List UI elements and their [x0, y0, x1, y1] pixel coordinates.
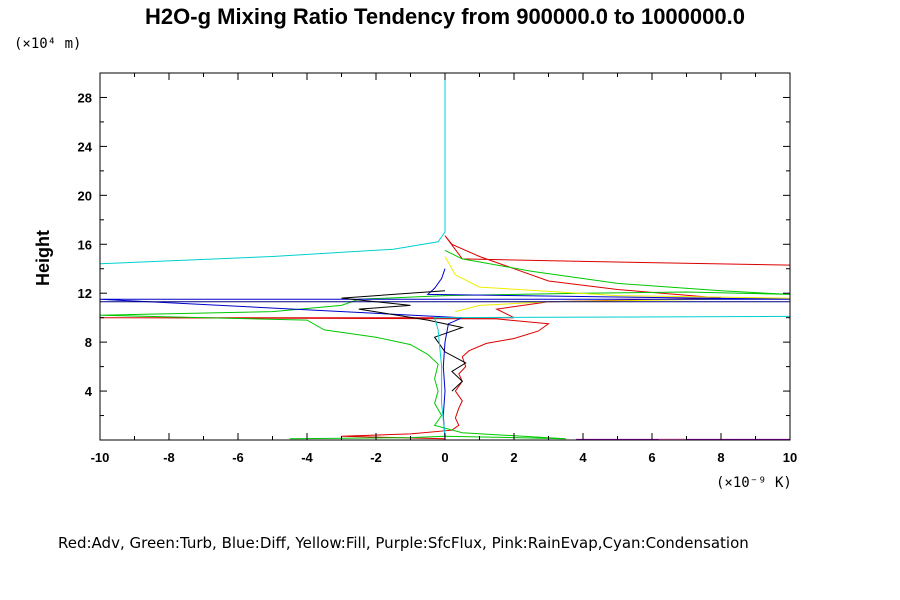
- series-line-blue: [99, 268, 791, 439]
- series-line-black: [341, 290, 467, 392]
- x-unit-label: (×10⁻⁹ K): [716, 475, 792, 491]
- y-tick-label: 8: [85, 335, 92, 350]
- chart-title: H2O-g Mixing Ratio Tendency from 900000.…: [145, 4, 745, 29]
- y-tick-label: 28: [78, 90, 92, 105]
- series-line-cyan: [433, 315, 791, 437]
- x-tick-label: 0: [441, 450, 448, 465]
- x-tick-label: -6: [232, 450, 244, 465]
- y-unit-label: (×10⁴ m): [14, 36, 81, 52]
- x-tick-label: -2: [370, 450, 382, 465]
- y-tick-label: 24: [78, 139, 93, 154]
- x-tick-label: 6: [648, 450, 655, 465]
- y-tick-label: 16: [78, 237, 92, 252]
- series-layer: [99, 73, 791, 440]
- y-tick-label: 20: [78, 188, 92, 203]
- x-tick-label: -8: [163, 450, 175, 465]
- series-line-cyan: [99, 73, 446, 265]
- y-tick-label: 4: [85, 384, 93, 399]
- x-tick-label: 4: [579, 450, 587, 465]
- series-line-yellow: [444, 256, 791, 313]
- x-tick-label: 2: [510, 450, 517, 465]
- series-line-red: [99, 235, 791, 440]
- series-line-green: [99, 249, 791, 440]
- x-tick-label: 8: [717, 450, 724, 465]
- x-tick-label: -4: [301, 450, 313, 465]
- y-tick-label: 12: [78, 286, 92, 301]
- legend-text: Red:Adv, Green:Turb, Blue:Diff, Yellow:F…: [58, 534, 749, 552]
- y-axis-label: Height: [33, 230, 53, 286]
- x-tick-label: -10: [91, 450, 110, 465]
- x-tick-label: 10: [783, 450, 797, 465]
